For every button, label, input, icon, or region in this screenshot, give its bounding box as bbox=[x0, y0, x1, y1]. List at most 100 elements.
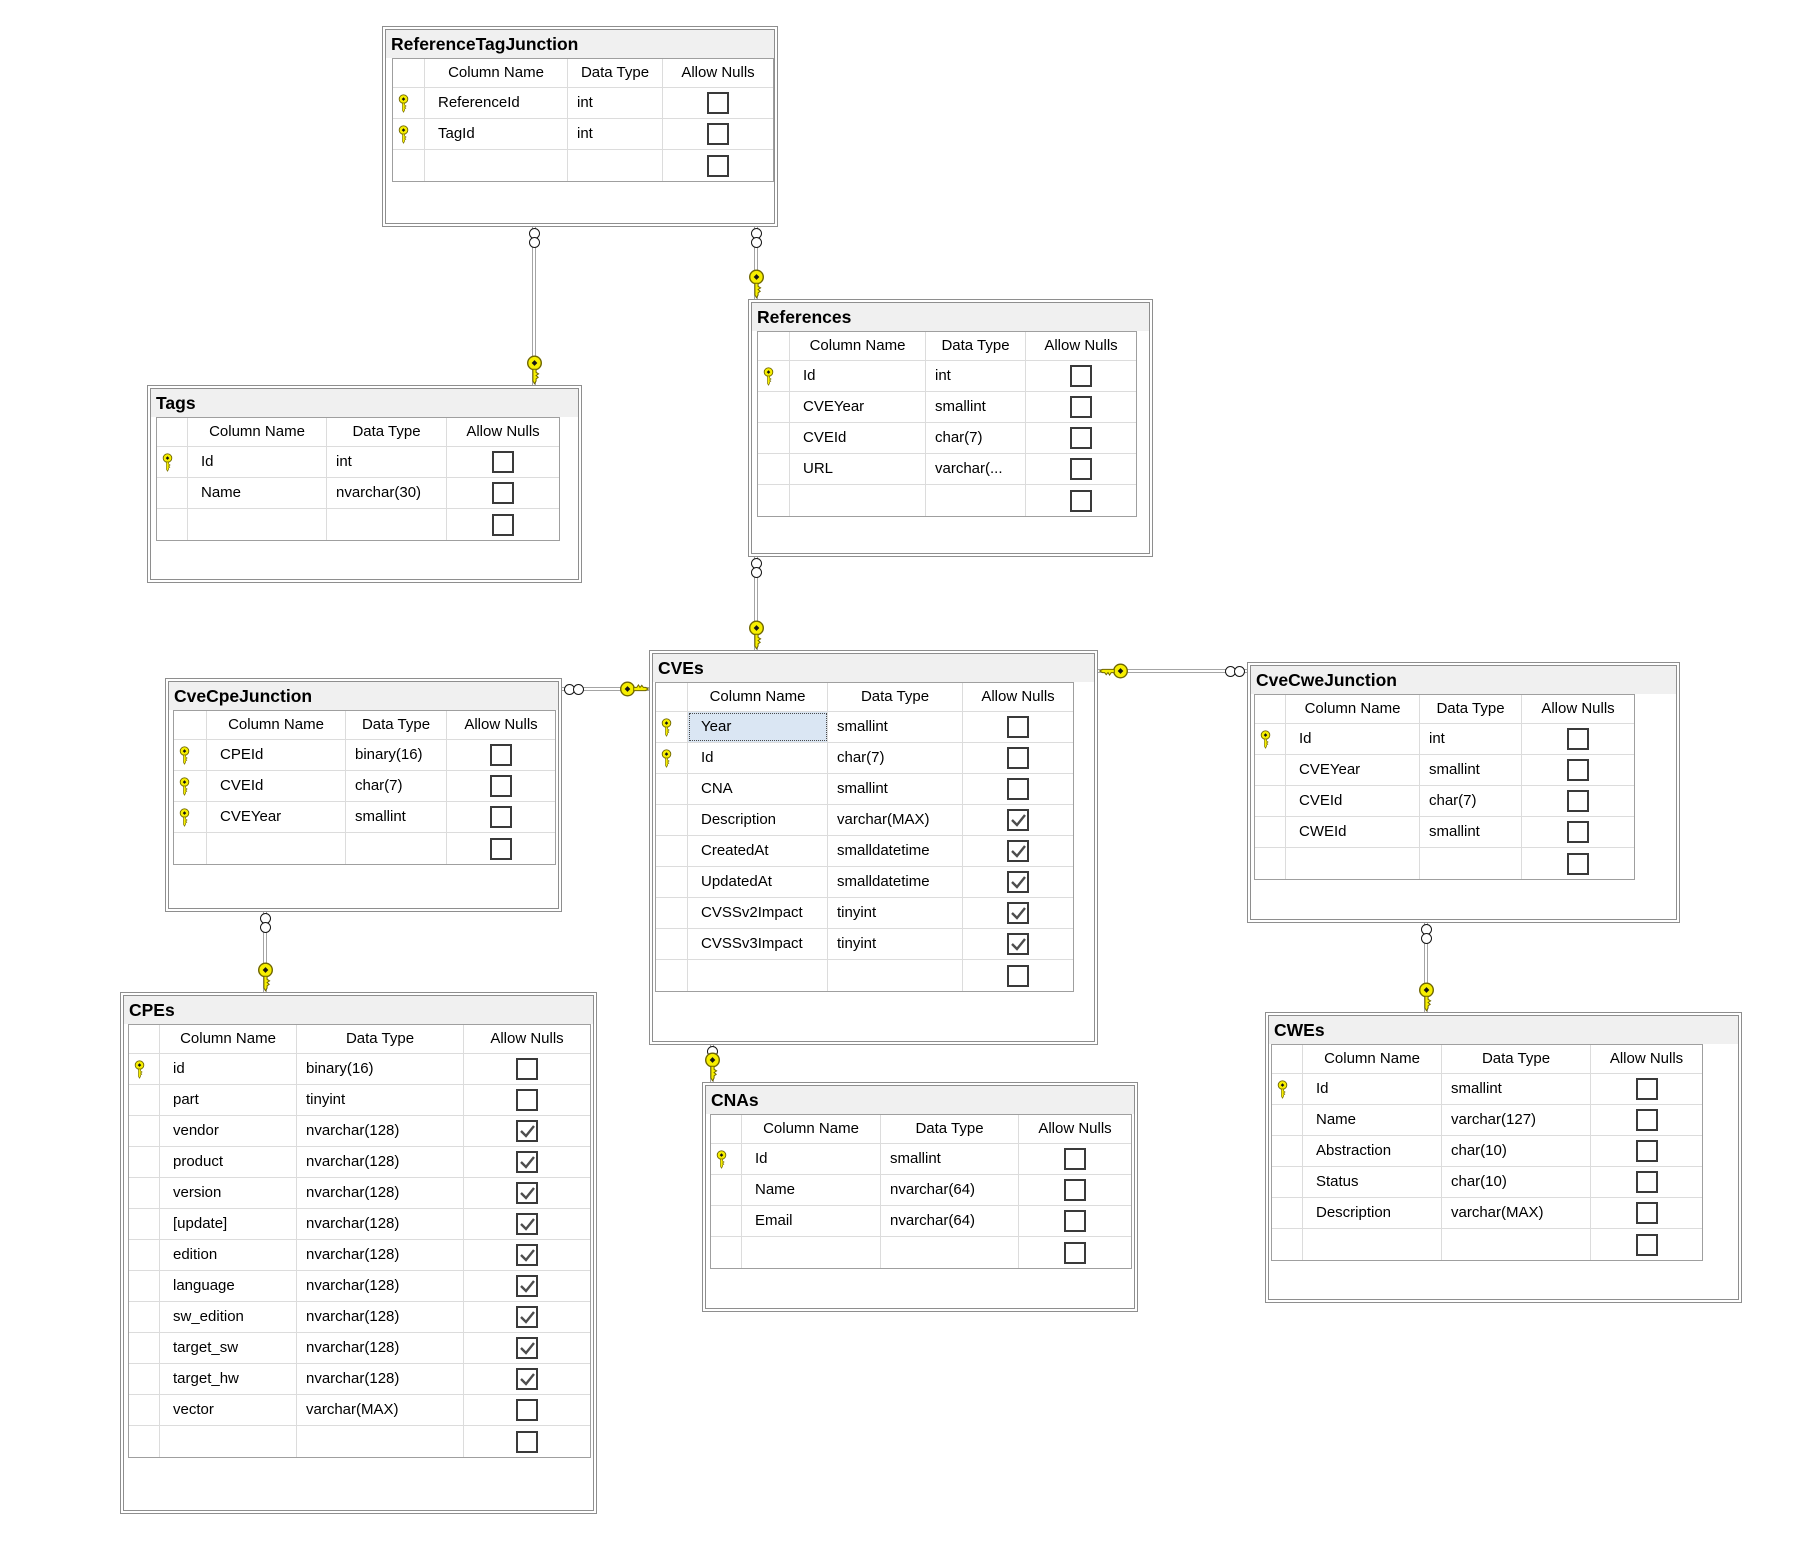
allow-nulls-checkbox[interactable] bbox=[1070, 427, 1092, 449]
column-name-cell[interactable]: CPEId bbox=[207, 740, 346, 770]
column-name-cell[interactable]: CVEYear bbox=[1286, 755, 1420, 785]
data-type-cell[interactable]: nvarchar(128) bbox=[297, 1271, 464, 1301]
row-selector-cell[interactable] bbox=[711, 1237, 742, 1268]
allow-nulls-checkbox[interactable] bbox=[1007, 964, 1029, 987]
column-name-cell[interactable]: product bbox=[160, 1147, 297, 1177]
table-window-CWEs[interactable]: CWEs Column Name Data Type Allow Nulls Id sma… bbox=[1265, 1012, 1742, 1303]
row-selector-cell[interactable] bbox=[129, 1085, 160, 1115]
allow-nulls-checkbox[interactable] bbox=[707, 92, 729, 114]
allow-nulls-checkbox[interactable] bbox=[1070, 396, 1092, 418]
column-name-cell-empty[interactable] bbox=[207, 833, 346, 864]
row-selector-cell[interactable] bbox=[393, 119, 425, 149]
allow-nulls-checkbox[interactable] bbox=[1635, 1202, 1658, 1224]
data-type-cell-empty[interactable] bbox=[881, 1237, 1019, 1268]
data-type-cell[interactable]: int bbox=[1420, 724, 1522, 754]
row-selector-cell[interactable] bbox=[174, 802, 207, 832]
data-type-cell[interactable]: smallint bbox=[828, 712, 963, 742]
column-name-cell[interactable]: [update] bbox=[160, 1209, 297, 1239]
data-type-cell[interactable]: char(7) bbox=[346, 771, 447, 801]
row-selector-cell[interactable] bbox=[758, 423, 790, 453]
data-type-cell[interactable]: smallint bbox=[881, 1144, 1019, 1174]
allow-nulls-checkbox[interactable] bbox=[1567, 790, 1589, 812]
data-type-cell[interactable]: binary(16) bbox=[346, 740, 447, 770]
row-selector-cell[interactable] bbox=[1272, 1074, 1303, 1104]
row-selector-cell[interactable] bbox=[174, 771, 207, 801]
allow-nulls-checkbox[interactable] bbox=[490, 775, 512, 797]
allow-nulls-checkbox[interactable] bbox=[490, 806, 512, 828]
row-selector-cell[interactable] bbox=[157, 478, 188, 508]
relationship-line[interactable] bbox=[263, 912, 267, 992]
data-type-cell[interactable]: smallint bbox=[346, 802, 447, 832]
allow-nulls-checkbox[interactable] bbox=[490, 744, 512, 766]
table-window-References[interactable]: References Column Name Data Type Allow Null… bbox=[748, 299, 1153, 557]
allow-nulls-checkbox[interactable] bbox=[516, 1368, 538, 1390]
table-title[interactable]: Tags bbox=[151, 389, 578, 417]
row-selector-cell[interactable] bbox=[393, 150, 425, 181]
allow-nulls-checkbox[interactable] bbox=[1070, 365, 1092, 387]
data-type-cell[interactable]: varchar(MAX) bbox=[1442, 1198, 1591, 1228]
row-selector-cell[interactable] bbox=[656, 805, 688, 835]
allow-nulls-checkbox[interactable] bbox=[1007, 871, 1029, 893]
allow-nulls-checkbox[interactable] bbox=[516, 1399, 538, 1421]
column-name-cell[interactable]: CVSSv2Impact bbox=[688, 898, 828, 928]
allow-nulls-checkbox[interactable] bbox=[1064, 1148, 1086, 1170]
allow-nulls-checkbox[interactable] bbox=[1635, 1171, 1658, 1193]
row-selector-cell[interactable] bbox=[656, 743, 688, 773]
row-selector-cell[interactable] bbox=[758, 485, 790, 516]
row-selector-cell[interactable] bbox=[656, 712, 688, 742]
data-type-cell[interactable]: int bbox=[926, 361, 1026, 391]
column-name-cell[interactable]: ReferenceId bbox=[425, 88, 568, 118]
column-name-cell[interactable]: TagId bbox=[425, 119, 568, 149]
row-selector-cell[interactable] bbox=[129, 1209, 160, 1239]
allow-nulls-checkbox[interactable] bbox=[516, 1058, 538, 1080]
column-name-cell[interactable]: CVEId bbox=[207, 771, 346, 801]
relationship-line[interactable] bbox=[754, 227, 758, 299]
allow-nulls-checkbox[interactable] bbox=[1064, 1241, 1086, 1264]
row-selector-cell[interactable] bbox=[174, 833, 207, 864]
column-name-cell[interactable]: Id bbox=[1286, 724, 1420, 754]
column-name-cell-empty[interactable] bbox=[188, 509, 327, 540]
table-title[interactable]: CveCpeJunction bbox=[169, 682, 558, 710]
row-selector-cell[interactable] bbox=[711, 1175, 742, 1205]
table-window-CPEs[interactable]: CPEs Column Name Data Type Allow Nulls id bin… bbox=[120, 992, 597, 1514]
allow-nulls-checkbox[interactable] bbox=[1064, 1210, 1086, 1232]
data-type-cell[interactable]: int bbox=[568, 119, 663, 149]
row-selector-cell[interactable] bbox=[129, 1147, 160, 1177]
column-name-cell[interactable]: CNA bbox=[688, 774, 828, 804]
allow-nulls-checkbox[interactable] bbox=[1007, 778, 1029, 800]
data-type-cell[interactable]: varchar(127) bbox=[1442, 1105, 1591, 1135]
column-name-cell[interactable]: Status bbox=[1303, 1167, 1442, 1197]
data-type-cell-empty[interactable] bbox=[346, 833, 447, 864]
table-window-Tags[interactable]: Tags Column Name Data Type Allow Nulls Id int… bbox=[147, 385, 582, 583]
data-type-cell[interactable]: nvarchar(128) bbox=[297, 1364, 464, 1394]
column-name-cell[interactable]: vector bbox=[160, 1395, 297, 1425]
allow-nulls-checkbox[interactable] bbox=[516, 1430, 538, 1453]
column-name-cell[interactable]: CreatedAt bbox=[688, 836, 828, 866]
allow-nulls-checkbox[interactable] bbox=[707, 154, 729, 177]
table-title[interactable]: References bbox=[752, 303, 1149, 331]
row-selector-cell[interactable] bbox=[129, 1426, 160, 1457]
table-window-CVEs[interactable]: CVEs Column Name Data Type Allow Nulls Year s… bbox=[649, 650, 1098, 1045]
data-type-cell[interactable]: smallint bbox=[1442, 1074, 1591, 1104]
row-selector-cell[interactable] bbox=[1272, 1229, 1303, 1260]
allow-nulls-checkbox[interactable] bbox=[1567, 728, 1589, 750]
column-name-cell[interactable]: CVEId bbox=[790, 423, 926, 453]
row-selector-cell[interactable] bbox=[1272, 1198, 1303, 1228]
allow-nulls-checkbox[interactable] bbox=[1007, 716, 1029, 738]
row-selector-cell[interactable] bbox=[129, 1395, 160, 1425]
column-name-cell-empty[interactable] bbox=[1286, 848, 1420, 879]
row-selector-cell[interactable] bbox=[157, 509, 188, 540]
allow-nulls-checkbox[interactable] bbox=[516, 1275, 538, 1297]
column-name-cell[interactable]: CVEYear bbox=[790, 392, 926, 422]
row-selector-cell[interactable] bbox=[656, 867, 688, 897]
data-type-cell-empty[interactable] bbox=[926, 485, 1026, 516]
relationship-line[interactable] bbox=[1424, 923, 1428, 1012]
data-type-cell[interactable]: nvarchar(128) bbox=[297, 1147, 464, 1177]
allow-nulls-checkbox[interactable] bbox=[1635, 1140, 1658, 1162]
table-window-ReferenceTagJunction[interactable]: ReferenceTagJunction Column Name Data Type… bbox=[382, 26, 778, 227]
data-type-cell[interactable]: nvarchar(128) bbox=[297, 1178, 464, 1208]
data-type-cell[interactable]: tinyint bbox=[297, 1085, 464, 1115]
data-type-cell[interactable]: char(10) bbox=[1442, 1167, 1591, 1197]
allow-nulls-checkbox[interactable] bbox=[707, 123, 729, 145]
allow-nulls-checkbox[interactable] bbox=[1007, 747, 1029, 769]
